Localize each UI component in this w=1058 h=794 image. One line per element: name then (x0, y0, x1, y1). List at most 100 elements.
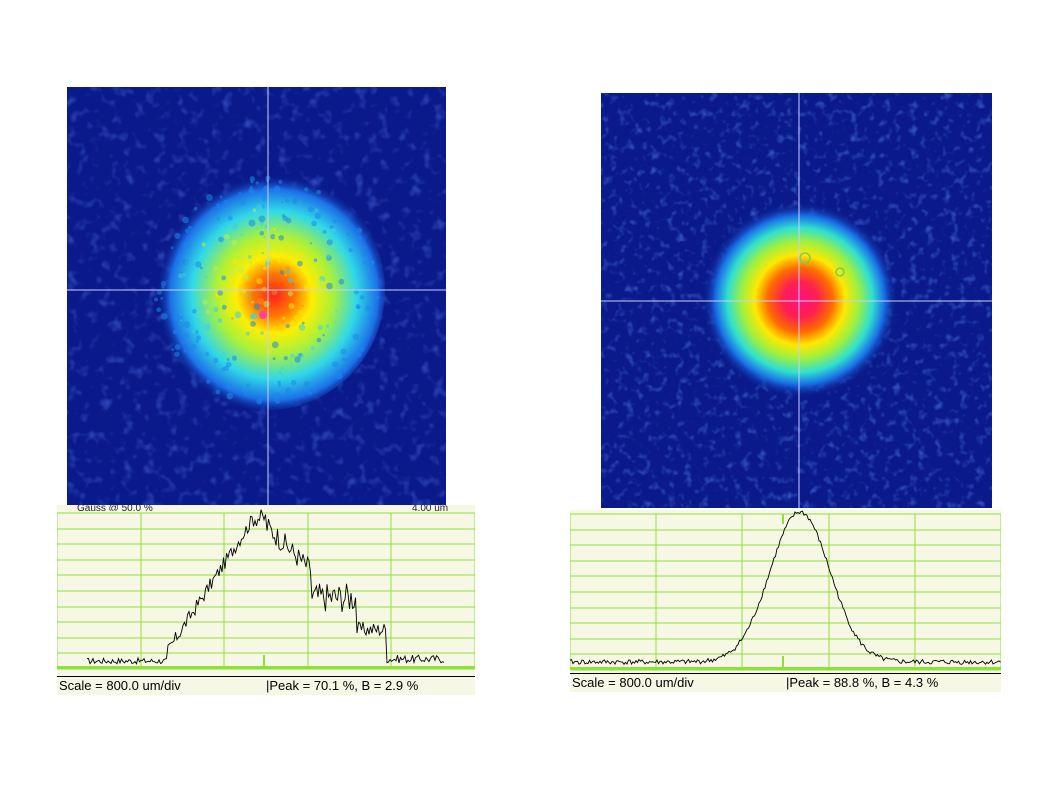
left-speckle-dot (191, 329, 197, 334)
left-speckle-dot (289, 320, 295, 325)
left-speckle-dot (352, 333, 360, 341)
left-speckle-dot (256, 278, 263, 285)
left-speckle-dot (291, 283, 294, 286)
left-speckle-dot (287, 291, 293, 297)
left-speckle-dot (174, 351, 180, 357)
left-speckle-dot (243, 392, 248, 396)
left-speckle-dot (261, 286, 267, 292)
left-speckle-dot (278, 370, 282, 375)
left-status-bar: Scale = 800.0 um/div |Peak = 70.1 %, B =… (57, 676, 475, 695)
left-profile-svg (57, 509, 475, 670)
left-speckle-dot (204, 323, 211, 331)
left-speckle-dot (281, 201, 284, 204)
left-speckle-dot (355, 351, 362, 358)
left-speckle-dot (174, 344, 181, 351)
left-speckle-dot (282, 193, 287, 198)
right-profile-svg (570, 510, 1001, 671)
right-profile-grid (570, 513, 1001, 671)
left-speckle-dot (263, 236, 266, 239)
left-speckle-dot (225, 277, 230, 282)
left-speckle-dot (330, 228, 337, 234)
left-speckle-dot (271, 341, 279, 349)
left-speckle-dot (160, 297, 163, 300)
left-speckle-dot (281, 316, 286, 320)
left-top-strip-right: 4.00 um (412, 505, 449, 511)
right-status-bar: Scale = 800.0 um/div |Peak = 88.8 %, B =… (570, 673, 1001, 692)
right-artifact-1 (799, 252, 811, 264)
left-speckle-dot (307, 390, 312, 395)
left-speckle-dot (231, 222, 239, 230)
left-speckle-dot (188, 350, 193, 355)
left-speckle-dot (314, 208, 319, 212)
left-speckle-dot (294, 242, 298, 247)
left-speckle-dot (317, 325, 323, 331)
left-speckle-dot (258, 215, 266, 223)
left-speckle-dot (213, 357, 219, 364)
left-speckle-dot (325, 254, 331, 259)
left-speckle-dot (275, 399, 280, 404)
left-speckle-dot (262, 272, 265, 276)
left-speckle-dot (249, 185, 254, 190)
left-speckle-dot (239, 198, 247, 206)
left-speckle-dot (311, 346, 315, 351)
left-speckle-dot (294, 314, 301, 321)
left-speckle-dot (226, 358, 230, 361)
left-speckle-dot (260, 331, 264, 335)
right-peak-text: |Peak = 88.8 %, B = 4.3 % (786, 675, 939, 690)
left-speckle-dot (174, 232, 181, 239)
left-speckle-dot (273, 228, 276, 231)
left-speckle-dot (299, 252, 305, 258)
left-speckle-dot (202, 299, 208, 305)
left-speckle-dot (176, 314, 184, 321)
left-speckle-dot (331, 361, 339, 368)
left-speckle-dot (208, 235, 215, 241)
left-speckle-dot (205, 352, 210, 357)
left-speckle-dot (206, 194, 213, 201)
left-speckle-dot (301, 304, 304, 307)
left-speckle-dot (227, 215, 233, 221)
left-speckle-dot (178, 273, 184, 279)
left-speckle-dot (264, 225, 268, 229)
left-speckle-dot (370, 313, 374, 316)
left-speckle-dot (183, 349, 187, 353)
left-speckle-dot (260, 237, 264, 241)
left-speckle-dot (261, 251, 265, 255)
left-speckle-dot (362, 260, 367, 265)
left-speckle-dot (172, 330, 177, 334)
left-speckle-dot (298, 324, 306, 331)
left-speckle-dot (240, 233, 243, 236)
left-speckle-dot (213, 306, 219, 313)
left-speckle-dot (274, 235, 277, 239)
left-speckle-dot (217, 318, 223, 323)
left-speckle-dot (231, 355, 237, 361)
left-speckle-dot (356, 227, 363, 234)
left-speckle-dot (190, 343, 197, 351)
left-speckle-dot (304, 187, 309, 192)
left-speckle-dot (185, 228, 190, 234)
left-speckle-dot (292, 198, 298, 204)
left-speckle-dot (222, 351, 226, 355)
left-speckle-dot (344, 357, 350, 363)
left-speckle-dot (358, 346, 365, 352)
left-speckle-dot (223, 199, 229, 205)
left-speckle-dot (322, 229, 327, 234)
left-speckle-dot (261, 193, 268, 200)
left-speckle-dot (290, 379, 297, 386)
left-speckle-dot (281, 367, 284, 370)
left-speckle-dot (311, 220, 317, 227)
right-beam-spot (702, 202, 898, 398)
left-speckle-dot (206, 379, 211, 384)
left-speckle-dot (192, 309, 197, 314)
left-speckle-dot (284, 274, 287, 277)
left-speckle-dot (231, 317, 234, 320)
left-speckle-dot (273, 381, 277, 385)
left-speckle-dot (278, 179, 283, 184)
left-speckle-dot (257, 297, 264, 304)
left-speckle-dot (247, 295, 251, 299)
left-speckle-dot (261, 259, 267, 266)
left-speckle-dot (256, 204, 263, 212)
left-hot-pixel (259, 311, 267, 319)
left-speckle-dot (287, 277, 294, 283)
left-speckle-dot (182, 259, 186, 263)
left-speckle-dot (349, 353, 354, 359)
